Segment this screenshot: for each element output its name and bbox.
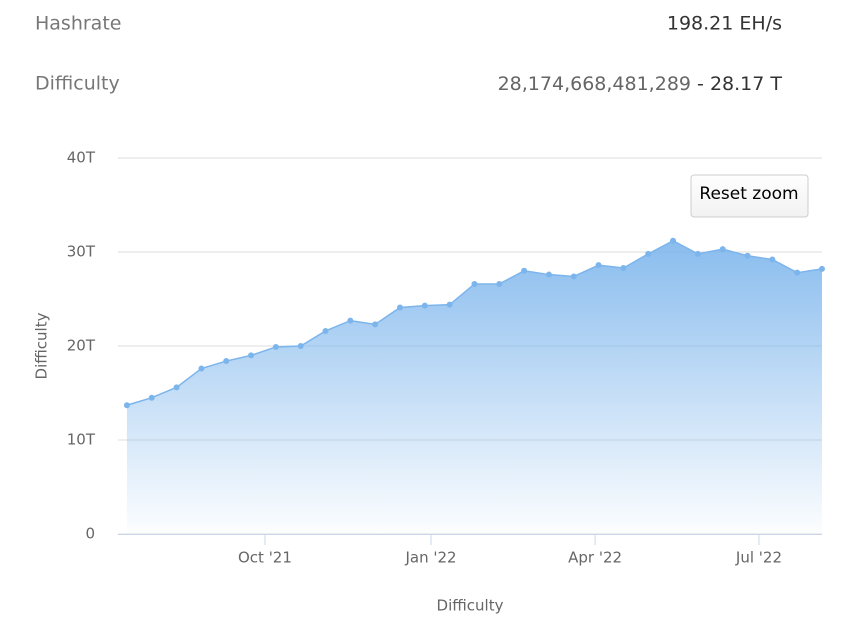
y-axis-title: Difficulty	[33, 312, 51, 379]
point	[719, 246, 726, 253]
point	[272, 343, 279, 350]
point	[372, 321, 379, 328]
stat-label: Hashrate	[35, 13, 121, 35]
stat-value: 28,174,668,481,289 - 28.17 T	[498, 73, 783, 95]
stat-full: 28,174,668,481,289	[498, 73, 691, 95]
point	[198, 365, 205, 372]
point	[694, 250, 701, 257]
point	[248, 352, 255, 359]
y-tick-label: 10T	[67, 431, 96, 449]
x-tick-label: Oct '21	[238, 549, 292, 567]
point	[794, 269, 801, 276]
point	[670, 237, 677, 244]
point	[173, 384, 180, 391]
point	[297, 343, 304, 349]
point	[620, 264, 627, 271]
stat-short: 28.17 T	[710, 73, 782, 95]
button-frame[interactable]	[690, 174, 809, 218]
x-axis-title: Difficulty	[437, 597, 504, 615]
point	[496, 280, 503, 287]
area-fill	[126, 240, 823, 534]
point	[148, 394, 155, 401]
y-tick-label: 0	[85, 525, 95, 543]
x-tick-label: Jan '22	[404, 549, 456, 567]
y-tick-label: 30T	[67, 243, 96, 261]
point	[521, 267, 528, 274]
y-tick-label: 20T	[67, 337, 96, 355]
x-tick-label: Jul '22	[735, 549, 782, 567]
plot: 0 10T 20T 30T 40T Oct '21 Jan '22 Apr '22 Jul '2…	[33, 149, 825, 615]
point	[570, 273, 577, 280]
point	[744, 252, 751, 259]
point	[421, 302, 428, 309]
point	[645, 250, 652, 257]
point	[819, 265, 825, 272]
stat-separator: -	[697, 73, 704, 95]
point	[347, 317, 354, 324]
x-tick-label: Apr '22	[568, 549, 622, 567]
point	[223, 358, 230, 365]
y-tick-label: 40T	[67, 149, 96, 167]
button-label[interactable]: Reset zoom	[699, 184, 798, 204]
point	[471, 280, 478, 287]
point	[769, 256, 776, 263]
point	[446, 301, 453, 308]
point	[595, 262, 602, 269]
stat-value: 198.21 EH/s	[667, 13, 782, 35]
stat-label: Difficulty	[35, 73, 120, 95]
point	[545, 271, 552, 278]
reset-zoom-button[interactable]: Reset zoom	[690, 174, 809, 218]
point	[322, 327, 329, 334]
point	[123, 402, 130, 409]
point	[396, 304, 403, 311]
